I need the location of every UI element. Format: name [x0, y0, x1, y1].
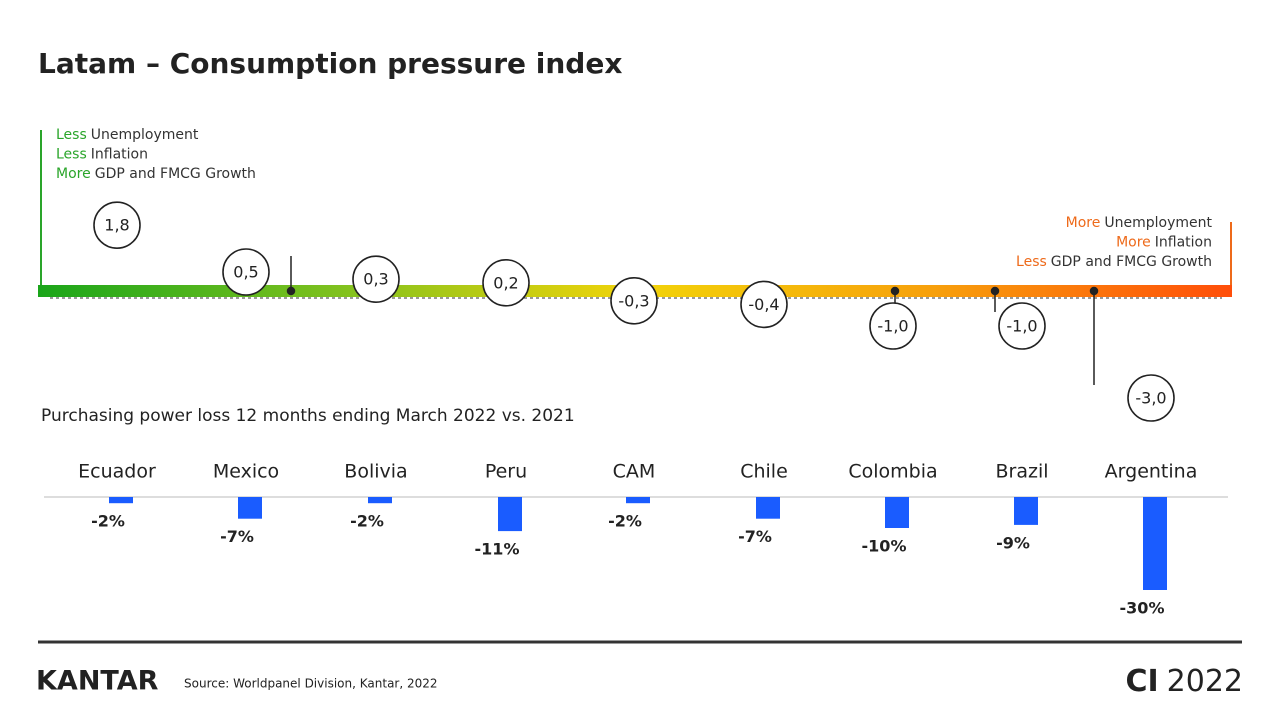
index-label: -0,4 — [748, 295, 779, 314]
bar — [238, 497, 262, 519]
legend-text: Unemployment — [91, 127, 199, 143]
legend-text: Unemployment — [1104, 215, 1212, 231]
category-label: Ecuador — [78, 461, 156, 483]
legend-qualifier: More — [1116, 235, 1151, 251]
legend-item: Less Unemployment — [56, 127, 199, 143]
category-label: Bolivia — [344, 461, 407, 483]
legend-item: More GDP and FMCG Growth — [56, 166, 256, 182]
title: Latam – Consumption pressure index — [38, 47, 622, 80]
index-label: -0,3 — [618, 291, 649, 310]
bar-label: -30% — [1120, 599, 1165, 618]
index-bubble — [998, 302, 1046, 350]
index-bubble — [222, 248, 270, 296]
legend-qualifier: More — [56, 166, 91, 182]
category-label: Mexico — [213, 461, 279, 483]
index-bubble — [740, 280, 788, 329]
index-bubble — [1127, 374, 1175, 422]
bar — [756, 497, 780, 519]
index-label: 0,2 — [493, 273, 518, 292]
bar — [626, 497, 650, 504]
bar-label: -2% — [91, 512, 125, 531]
subtitle: Purchasing power loss 12 months ending M… — [41, 406, 575, 426]
bar — [368, 497, 392, 504]
bar-label: -2% — [350, 512, 384, 531]
stem-dot — [890, 286, 900, 296]
index-label: -3,0 — [1135, 389, 1166, 408]
category-label: Brazil — [995, 461, 1048, 483]
stem-dot — [990, 286, 1000, 296]
legend-item: More Unemployment — [1066, 215, 1213, 231]
stem-dot — [286, 286, 296, 296]
index-bubble — [93, 201, 141, 249]
bar — [1014, 497, 1038, 525]
legend-item: More Inflation — [1116, 235, 1212, 251]
stem-dot — [1089, 286, 1099, 296]
stems — [286, 256, 1099, 385]
index-label: -1,0 — [1006, 317, 1037, 336]
bar-label: -9% — [996, 533, 1030, 552]
bar-label: -7% — [220, 527, 254, 546]
brand: CI 2022 — [1125, 664, 1243, 699]
brand-year: 2022 — [1167, 664, 1243, 699]
legend-qualifier: Less — [56, 147, 87, 163]
bar-label: -2% — [608, 512, 642, 531]
bar — [498, 497, 522, 532]
category-label: Chile — [740, 461, 788, 483]
category-label: Peru — [485, 461, 527, 483]
legend-text: Inflation — [1155, 235, 1212, 251]
category-label: Colombia — [848, 461, 937, 483]
bar — [1143, 497, 1167, 590]
index-bubble — [869, 302, 917, 350]
logo: KANTAR — [36, 666, 159, 697]
bar — [885, 497, 909, 528]
bar-label: -7% — [738, 527, 772, 546]
index-bubble — [352, 255, 400, 304]
legend-text: GDP and FMCG Growth — [1051, 254, 1212, 270]
legend-item: Less Inflation — [56, 147, 148, 163]
legend-text: Inflation — [91, 147, 148, 163]
bar — [109, 497, 133, 504]
category-label: CAM — [613, 461, 656, 483]
index-label: -1,0 — [877, 317, 908, 336]
legend-item: Less GDP and FMCG Growth — [1016, 254, 1212, 270]
brand-mark: CI — [1125, 664, 1158, 699]
bar-label: -11% — [475, 540, 520, 559]
index-label: 0,5 — [233, 263, 258, 282]
index-label: 0,3 — [363, 270, 388, 289]
bar-label: -10% — [862, 537, 907, 556]
category-label: Argentina — [1105, 461, 1198, 483]
legend-qualifier: More — [1066, 215, 1101, 231]
source: Source: Worldpanel Division, Kantar, 202… — [184, 677, 438, 691]
legend-text: GDP and FMCG Growth — [95, 166, 256, 182]
index-bubble — [482, 258, 530, 307]
legend-qualifier: Less — [56, 127, 87, 143]
index-label: 1,8 — [104, 216, 129, 235]
index-bubble — [610, 276, 658, 325]
legend-qualifier: Less — [1016, 254, 1047, 270]
